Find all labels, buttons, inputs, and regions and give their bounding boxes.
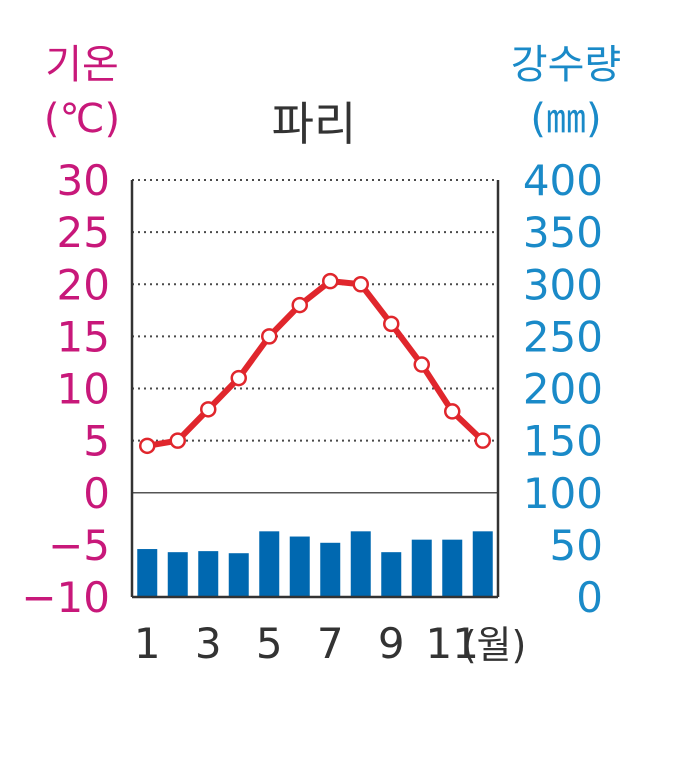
temperature-point (169, 432, 186, 449)
temperature-point (322, 272, 339, 290)
precipitation-label-line: (㎜) (530, 96, 601, 142)
precipitation-tick-label: 350 (523, 208, 603, 257)
month-unit-label: (월) (462, 623, 527, 667)
precipitation-bar (350, 531, 371, 597)
precipitation-axis-label: 강수량 (㎜) (511, 42, 621, 142)
precipitation-tick-label: 200 (523, 365, 603, 414)
temperature-point (230, 369, 247, 387)
precipitation-bar (259, 531, 280, 597)
temperature-point (413, 356, 430, 373)
precipitation-bar (442, 539, 463, 597)
precipitation-tick-label: 150 (523, 417, 603, 466)
precipitation-bars (137, 531, 493, 597)
precipitation-bar (411, 539, 432, 597)
temperature-point (474, 432, 491, 449)
temperature-tick-label: 0 (83, 469, 110, 518)
precipitation-bar (289, 536, 310, 597)
precipitation-bar (198, 551, 219, 597)
temperature-tick-label: −10 (21, 573, 110, 622)
month-ticks: 1 3 5 7 9 11(월) (134, 619, 526, 668)
temperature-tick-label: 5 (83, 417, 110, 466)
precipitation-bar (472, 531, 493, 597)
chart-title: 파리 (272, 97, 357, 151)
temperature-tick-label: 15 (57, 312, 110, 361)
month-tick-label: 7 (317, 619, 344, 668)
plot-frame (130, 180, 500, 599)
temperature-label-line: (℃) (44, 96, 120, 142)
temperature-tick-label: 10 (57, 365, 110, 414)
precipitation-bar (228, 553, 249, 597)
precipitation-tick-label: 300 (523, 260, 603, 309)
precipitation-tick-label: 0 (576, 573, 603, 622)
temperature-tick-label: 25 (57, 208, 110, 257)
temperature-point (444, 403, 461, 420)
temperature-axis-label: 기온 (℃) (44, 42, 120, 142)
grid-lines (132, 179, 498, 494)
precipitation-bar (137, 549, 158, 597)
temperature-polyline (146, 278, 485, 449)
temperature-point (383, 315, 400, 333)
temperature-line (139, 272, 491, 455)
temperature-point (200, 401, 217, 418)
precipitation-tick-label: 250 (523, 312, 603, 361)
temperature-label-line: 기온 (45, 42, 119, 88)
precipitation-label-line: 강수량 (511, 42, 621, 88)
temperature-point (261, 328, 278, 345)
precipitation-bar (320, 542, 341, 597)
temperature-point (352, 276, 369, 293)
month-tick-label: 9 (378, 619, 405, 668)
month-tick-label: 1 (134, 619, 161, 668)
precipitation-bar (167, 552, 188, 597)
precipitation-tick-label: 50 (550, 521, 603, 570)
month-tick-label: 5 (256, 619, 283, 668)
temperature-point (291, 296, 308, 314)
precipitation-tick-label: 400 (523, 156, 603, 205)
month-tick-label: 11 (426, 619, 479, 668)
temperature-tick-label: 30 (57, 156, 110, 205)
month-tick-label: 3 (195, 619, 222, 668)
precipitation-bar (381, 552, 402, 597)
temperature-tick-label: −5 (48, 521, 110, 570)
temperature-tick-label: 20 (57, 260, 110, 309)
precipitation-tick-label: 100 (523, 469, 603, 518)
temperature-point (139, 437, 156, 455)
